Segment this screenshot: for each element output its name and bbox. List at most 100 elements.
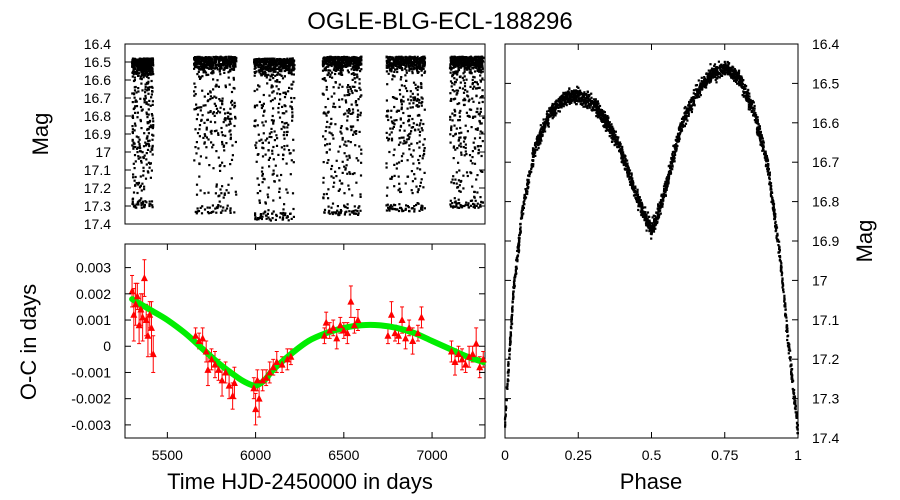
lightcurve-time-point — [352, 111, 355, 114]
lightcurve-time-point — [232, 78, 235, 81]
lightcurve-time-point — [416, 105, 419, 108]
lightcurve-time-point — [218, 70, 221, 73]
lightcurve-time-point — [386, 66, 389, 69]
oc-data-point — [253, 376, 261, 384]
phased-lightcurve-point — [720, 66, 723, 69]
lightcurve-time-point — [219, 188, 222, 191]
lightcurve-time-point — [458, 184, 461, 187]
lightcurve-time-point — [464, 146, 467, 150]
lightcurve-time-point — [198, 75, 201, 78]
lightcurve-time-point — [203, 141, 206, 144]
lightcurve-time-point — [145, 158, 148, 161]
phased-lightcurve-point — [713, 63, 717, 66]
lightcurve-time-point — [388, 209, 391, 212]
oc-data-point — [269, 363, 277, 371]
lightcurve-time-point — [269, 219, 272, 222]
lightcurve-time-point — [410, 126, 413, 129]
lightcurve-time-point — [332, 105, 335, 108]
lightcurve-time-point — [460, 206, 464, 209]
lightcurve-time-point — [348, 57, 351, 60]
lightcurve-time-point — [289, 212, 292, 215]
lightcurve-time-point — [413, 96, 417, 99]
lightcurve-time-point — [456, 89, 460, 92]
lightcurve-time-point — [473, 206, 476, 209]
lightcurve-time-point — [151, 86, 154, 89]
lightcurve-time-point — [221, 143, 224, 146]
phased-lightcurve-point — [767, 168, 770, 171]
phased-lightcurve-point — [637, 205, 640, 208]
lightcurve-time-point — [460, 131, 463, 134]
lightcurve-time-point — [217, 61, 221, 64]
lightcurve-time-point — [198, 175, 201, 178]
lightcurve-time-point — [330, 71, 334, 74]
oc-data-point — [395, 331, 403, 339]
lightcurve-time-point — [471, 81, 474, 85]
lightcurve-time-point — [254, 216, 257, 219]
lightcurve-time-point — [285, 110, 288, 113]
lightcurve-time-point — [408, 67, 411, 70]
lightcurve-time-point — [229, 70, 232, 73]
lightcurve-time-y-ticks: 16.416.516.616.716.816.91717.117.217.317… — [84, 36, 485, 232]
lightcurve-time-point — [454, 81, 457, 84]
lightcurve-time-point — [145, 201, 148, 204]
lightcurve-time-point — [348, 109, 351, 112]
lightcurve-time-point — [453, 114, 456, 117]
lightcurve-time-point — [260, 104, 263, 107]
lightcurve-time-point — [409, 153, 413, 156]
lightcurve-time-point — [148, 72, 151, 75]
lightcurve-time-point — [151, 144, 154, 147]
phased-lightcurve-point — [765, 163, 768, 166]
lightcurve-time-point — [261, 146, 264, 149]
lightcurve-time-point — [453, 90, 456, 93]
lightcurve-time-point — [350, 59, 353, 63]
lightcurve-time-point — [228, 130, 231, 133]
lightcurve-time-point — [329, 73, 332, 76]
lightcurve-time-point — [267, 70, 270, 73]
lightcurve-time-point — [132, 191, 136, 194]
lightcurve-time-point — [450, 128, 453, 132]
lightcurve-time-point — [395, 119, 398, 122]
lightcurve-time-point — [272, 210, 275, 213]
lightcurve-time-point — [222, 206, 225, 209]
lightcurve-time-point — [340, 71, 343, 74]
lightcurve-time-point — [423, 65, 426, 68]
lightcurve-time-point — [399, 64, 402, 67]
lightcurve-time-point — [462, 57, 465, 60]
lightcurve-time-point — [328, 59, 331, 62]
lightcurve-time-point — [418, 130, 422, 133]
lightcurve-time-point — [281, 58, 284, 61]
oc-x-ticks: 5500 6000 6500 7000 — [152, 244, 448, 463]
lightcurve-time-y-tick-label: 17 — [95, 144, 111, 160]
lightcurve-time-point — [226, 64, 229, 68]
lightcurve-time-point — [339, 70, 342, 73]
lightcurve-time-point — [415, 67, 418, 70]
lightcurve-time-point — [331, 62, 334, 65]
lightcurve-time-point — [145, 142, 148, 145]
lightcurve-time-point — [194, 146, 197, 149]
lightcurve-time-point — [276, 60, 279, 63]
lightcurve-time-point — [136, 201, 139, 204]
lightcurve-time-point — [388, 58, 391, 61]
lightcurve-time-point — [393, 105, 396, 109]
lightcurve-time-point — [419, 122, 422, 125]
lightcurve-time-point — [256, 177, 259, 180]
lightcurve-time-point — [338, 60, 341, 63]
lightcurve-time-point — [481, 95, 484, 98]
lightcurve-time-point — [132, 73, 135, 76]
phased-lightcurve-point — [534, 154, 537, 157]
lightcurve-time-point — [228, 83, 231, 86]
lightcurve-time-point — [217, 63, 220, 66]
lightcurve-time-point — [461, 76, 464, 79]
lightcurve-time-point — [465, 171, 469, 174]
lightcurve-time-point — [346, 119, 349, 122]
lightcurve-time-point — [334, 106, 337, 109]
phased-lightcurve-point — [689, 108, 692, 111]
phased-lightcurve-point — [614, 141, 617, 144]
lightcurve-time-point — [196, 113, 199, 116]
lightcurve-time-point — [415, 68, 419, 71]
lightcurve-time-point — [410, 61, 413, 64]
lightcurve-time-point — [200, 66, 203, 69]
lightcurve-time-point — [391, 56, 394, 59]
oc-x-tick-label: 5500 — [152, 447, 183, 463]
lightcurve-time-point — [471, 162, 474, 165]
